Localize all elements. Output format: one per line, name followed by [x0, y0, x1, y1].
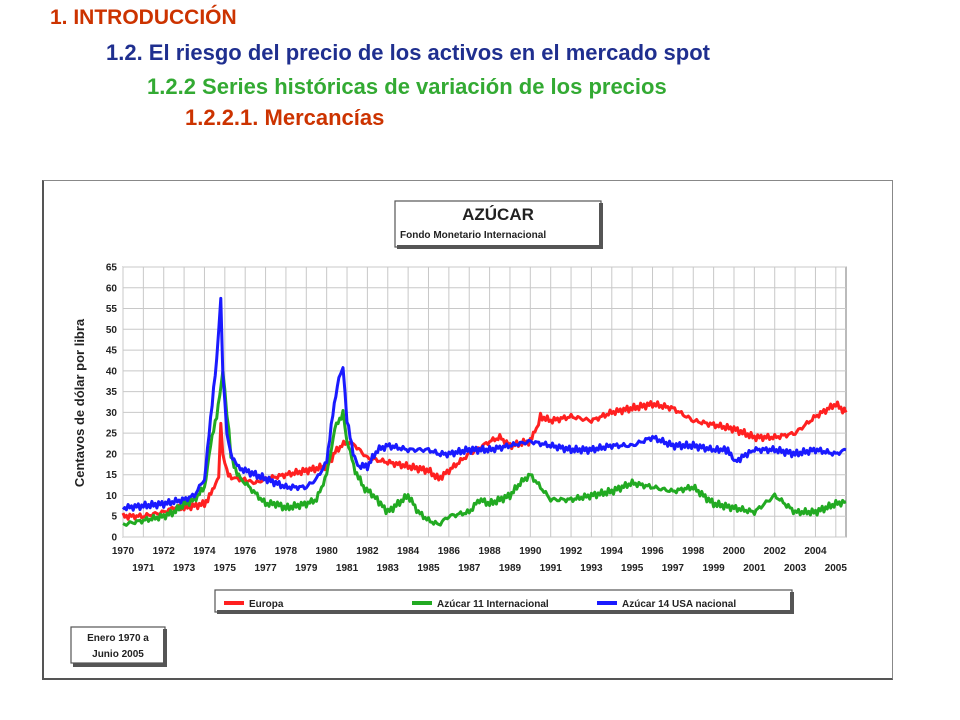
- x-tick-label: 1975: [214, 563, 237, 574]
- heading-level-3: 1.2.2 Series históricas de variación de …: [147, 74, 667, 99]
- y-tick-label: 10: [106, 491, 118, 502]
- y-tick-label: 55: [106, 304, 118, 315]
- chart-title: AZÚCAR: [462, 205, 534, 224]
- heading-level-4: 1.2.2.1. Mercancías: [185, 105, 385, 130]
- x-tick-label: 1976: [234, 546, 257, 557]
- x-tick-label: 1972: [153, 546, 176, 557]
- chart-subtitle: Fondo Monetario Internacional: [400, 230, 546, 241]
- x-tick-label: 1996: [641, 546, 664, 557]
- x-tick-label: 2002: [764, 546, 787, 557]
- x-tick-label: 2004: [804, 546, 827, 557]
- grid-lines: [122, 266, 846, 538]
- x-tick-label: 1986: [438, 546, 461, 557]
- x-tick-label: 1978: [275, 546, 298, 557]
- x-tick-label: 1994: [601, 546, 624, 557]
- y-tick-label: 5: [111, 512, 117, 523]
- x-tick-label: 1991: [540, 563, 563, 574]
- y-tick-label: 15: [106, 470, 118, 481]
- x-tick-labels: 1970 1972 1974 1976 1978 1980 1982 1984 1986 1988…: [112, 546, 848, 574]
- x-tick-label: 1999: [702, 563, 725, 574]
- x-tick-label: 1998: [682, 546, 705, 557]
- x-tick-label: 2001: [743, 563, 766, 574]
- legend-label-usa: Azúcar 14 USA nacional: [622, 599, 736, 610]
- y-tick-labels: 0 5 10 15 20 25 30 35 40 45 50 55 60 65: [106, 263, 118, 544]
- y-tick-label: 30: [106, 408, 118, 419]
- x-tick-label: 2003: [784, 563, 807, 574]
- x-tick-label: 1989: [499, 563, 522, 574]
- x-tick-label: 2000: [723, 546, 746, 557]
- x-tick-label: 1982: [356, 546, 379, 557]
- legend-label-international: Azúcar 11 Internacional: [437, 599, 549, 610]
- sugar-price-chart: AZÚCAR Fondo Monetario Internacional Cen…: [70, 200, 848, 667]
- chart-frame: AZÚCAR Fondo Monetario Internacional Cen…: [42, 180, 893, 680]
- x-tick-label: 1990: [519, 546, 542, 557]
- y-tick-label: 20: [106, 449, 118, 460]
- x-tick-label: 1977: [254, 563, 277, 574]
- y-tick-label: 65: [106, 263, 118, 274]
- x-tick-label: 1997: [662, 563, 685, 574]
- y-axis-label: Centavos de dólar por libra: [72, 318, 87, 487]
- x-tick-label: 1993: [580, 563, 603, 574]
- date-range-note-line2: Junio 2005: [92, 649, 144, 660]
- x-tick-label: 1981: [336, 563, 359, 574]
- heading-level-1: 1. INTRODUCCIÓN: [50, 6, 237, 29]
- series-line-usa: [121, 296, 847, 512]
- series-line-international: [122, 369, 847, 527]
- legend-label-europa: Europa: [249, 599, 284, 610]
- x-tick-label: 1984: [397, 546, 420, 557]
- x-tick-label: 1995: [621, 563, 644, 574]
- date-range-note-line1: Enero 1970 a: [87, 633, 149, 644]
- x-tick-label: 1985: [417, 563, 440, 574]
- x-tick-label: 2005: [825, 563, 848, 574]
- heading-level-2: 1.2. El riesgo del precio de los activos…: [106, 40, 710, 65]
- x-tick-label: 1980: [316, 546, 339, 557]
- x-tick-label: 1979: [295, 563, 318, 574]
- y-tick-label: 50: [106, 325, 118, 336]
- series-lines: [121, 296, 848, 527]
- x-tick-label: 1971: [132, 563, 155, 574]
- x-tick-label: 1992: [560, 546, 583, 557]
- y-tick-label: 35: [106, 387, 118, 398]
- y-tick-label: 40: [106, 366, 118, 377]
- y-tick-label: 0: [111, 533, 117, 544]
- y-tick-label: 25: [106, 429, 118, 440]
- x-tick-label: 1970: [112, 546, 135, 557]
- x-tick-label: 1988: [478, 546, 501, 557]
- x-tick-label: 1983: [377, 563, 400, 574]
- x-tick-label: 1973: [173, 563, 196, 574]
- x-tick-label: 1974: [193, 546, 216, 557]
- y-tick-label: 45: [106, 346, 118, 357]
- y-tick-label: 60: [106, 283, 118, 294]
- x-tick-label: 1987: [458, 563, 481, 574]
